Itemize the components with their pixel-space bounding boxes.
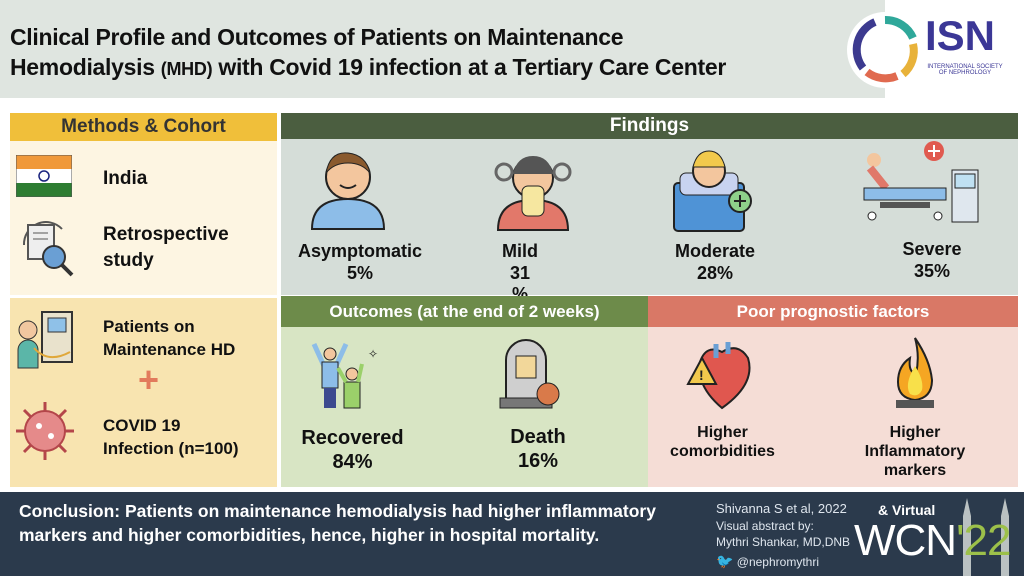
outcome-label: Recovered xyxy=(301,427,404,449)
finding-asymptomatic: Asymptomatic 5% xyxy=(290,241,430,284)
severe-ventilator-icon xyxy=(863,141,979,223)
credit-line: Mythri Shankar, MD,DNB xyxy=(716,534,851,549)
svg-text:!: ! xyxy=(699,367,704,383)
twin-towers-icon xyxy=(963,498,1009,576)
credits: Shivanna S et al, 2022 Visual abstract b… xyxy=(716,500,850,571)
findings-panel xyxy=(281,139,1018,295)
study-design-line: study xyxy=(103,249,154,271)
outcomes-heading: Outcomes (at the end of 2 weeks) xyxy=(281,296,648,327)
india-flag-icon xyxy=(16,155,72,197)
wcn-logo: WCN'22 xyxy=(854,516,1011,566)
title-part: with Covid 19 infection at a Tertiary Ca… xyxy=(218,54,726,80)
isn-logo-icon xyxy=(847,12,923,88)
recovered-people-icon: ✧ xyxy=(311,342,378,409)
finding-value: 35% xyxy=(913,260,951,281)
country-label: India xyxy=(103,168,148,189)
outcome-value: 84% xyxy=(332,451,373,473)
prognostic-line: Inflammatory xyxy=(864,443,966,461)
finding-label: Mild xyxy=(502,241,538,261)
isn-logo-text: ISN xyxy=(925,12,996,59)
plus-icon: + xyxy=(138,359,160,400)
death-gravestone-icon xyxy=(499,339,560,409)
infection-line: COVID 19 xyxy=(103,416,181,435)
asymptomatic-person-icon xyxy=(310,152,386,230)
finding-label: Severe xyxy=(902,239,962,259)
population-line: Patients on xyxy=(103,317,195,336)
mild-sick-person-icon xyxy=(494,156,572,231)
study-design-line: Retrospective xyxy=(103,224,229,245)
population-line: Maintenance HD xyxy=(103,339,236,359)
finding-label: Moderate xyxy=(674,241,755,261)
twitter-handle[interactable]: @nephromythri xyxy=(736,554,819,569)
title-banner xyxy=(0,0,885,98)
svg-text:✧: ✧ xyxy=(368,347,378,361)
prognostic-line: Higher xyxy=(889,424,941,441)
population-label: Patients on Maintenance HD xyxy=(103,316,235,362)
coronavirus-icon xyxy=(16,402,74,460)
wcn-year: '22 xyxy=(956,516,1011,565)
infection-line: Infection (n=100) xyxy=(103,438,239,458)
isn-logo: ISN INTERNATIONAL SOCIETY OF NEPHROLOGY xyxy=(845,8,1015,93)
isn-logo-subtitle: INTERNATIONAL SOCIETY OF NEPHROLOGY xyxy=(925,64,1005,76)
isn-subtitle-2: OF NEPHROLOGY xyxy=(938,70,992,76)
outcome-label: Death xyxy=(510,426,566,448)
prognostic-comorbidities: Higher comorbidities xyxy=(650,423,795,461)
finding-moderate: Moderate 28% xyxy=(655,241,775,284)
finding-value: 5% xyxy=(346,262,373,283)
outcome-death: Death 16% xyxy=(478,425,598,473)
infection-label: COVID 19 Infection (n=100) xyxy=(103,415,239,461)
credit-line: Visual abstract by: xyxy=(716,518,814,533)
moderate-bedridden-icon xyxy=(673,150,752,232)
title-line-1: Clinical Profile and Outcomes of Patient… xyxy=(10,24,624,50)
outcome-value: 16% xyxy=(517,450,559,472)
study-design-label: Retrospective study xyxy=(103,222,229,273)
title-part: (MHD) xyxy=(160,59,213,79)
document-search-icon xyxy=(22,221,74,277)
wcn-text: WCN xyxy=(854,516,957,565)
twitter-icon: 🐦 xyxy=(716,552,734,569)
fire-inflammation-icon xyxy=(896,337,934,408)
footer xyxy=(0,492,1024,576)
prognostic-line: markers xyxy=(883,462,947,480)
finding-label: Asymptomatic xyxy=(297,241,423,261)
prognostic-line: comorbidities xyxy=(670,443,775,461)
citation: Shivanna S et al, 2022 xyxy=(716,501,847,516)
methods-heading: Methods & Cohort xyxy=(10,113,277,141)
title-line-2: Hemodialysis (MHD) with Covid 19 infecti… xyxy=(10,54,726,81)
findings-heading: Findings xyxy=(281,113,1018,139)
dialysis-patient-icon xyxy=(17,311,73,369)
heart-warning-icon: ! xyxy=(686,342,751,410)
isn-subtitle-1: INTERNATIONAL SOCIETY xyxy=(927,64,1003,70)
prognostic-line: Higher xyxy=(697,424,748,441)
prognostic-heading: Poor prognostic factors xyxy=(648,296,1018,327)
finding-severe: Severe 35% xyxy=(872,239,992,282)
conclusion-text: Conclusion: Patients on maintenance hemo… xyxy=(19,501,656,545)
outcome-recovered: Recovered 84% xyxy=(290,426,415,474)
prognostic-inflammatory: Higher Inflammatory markers xyxy=(850,423,980,481)
virtual-label: & Virtual xyxy=(878,502,936,518)
title-part: Hemodialysis xyxy=(10,54,155,80)
finding-value: 28% xyxy=(696,262,734,283)
